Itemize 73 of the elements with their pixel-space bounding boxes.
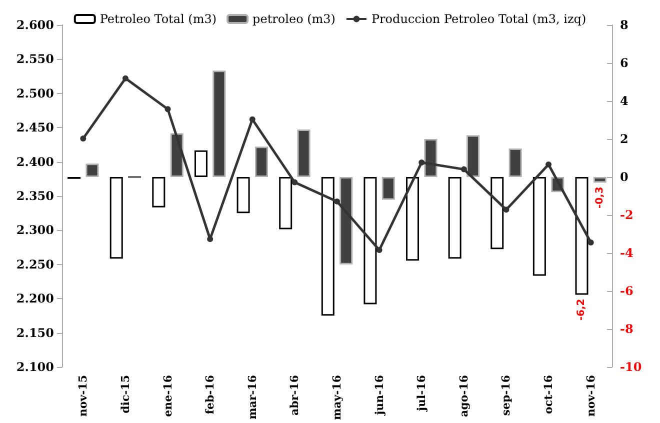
y2-tick-label: 8 bbox=[620, 18, 628, 32]
legend-label: petroleo (m3) bbox=[252, 12, 336, 26]
bar bbox=[152, 176, 166, 208]
y2-tick-label: 4 bbox=[620, 94, 628, 108]
point bbox=[207, 236, 214, 242]
y-tick-label: 2.150 bbox=[16, 326, 54, 340]
point bbox=[80, 136, 86, 142]
x-tick-label: abr-16 bbox=[288, 374, 302, 416]
y-tick-label: 2.600 bbox=[16, 18, 54, 32]
x-tick-label: nov-16 bbox=[584, 374, 598, 417]
y-tick-label: 2.450 bbox=[16, 120, 54, 135]
y-tick-label: 2.200 bbox=[16, 292, 54, 306]
point bbox=[164, 106, 171, 112]
bar bbox=[279, 176, 292, 230]
bar bbox=[575, 176, 588, 295]
x-tick-label: sep-16 bbox=[500, 374, 513, 416]
x-tick-label: may-16 bbox=[330, 374, 344, 420]
data-label: -0,3 bbox=[594, 186, 606, 209]
y-tick-label: 2.550 bbox=[16, 52, 54, 66]
bar bbox=[508, 148, 522, 177]
point bbox=[334, 198, 340, 204]
x-tick-label: ago-16 bbox=[457, 374, 470, 417]
x-tick-label: ene-16 bbox=[161, 374, 174, 417]
y-tick-label: 2.350 bbox=[16, 188, 54, 203]
point bbox=[546, 162, 552, 168]
bar bbox=[86, 164, 99, 177]
y-tick-label: 2.400 bbox=[16, 154, 54, 169]
y2-tick-label: -8 bbox=[620, 322, 634, 336]
bar bbox=[424, 138, 438, 177]
point bbox=[292, 179, 298, 186]
x-tick-label: nov-15 bbox=[76, 374, 90, 417]
legend-label: Petroleo Total (m3) bbox=[100, 12, 217, 26]
point bbox=[460, 166, 467, 172]
bar bbox=[110, 176, 123, 259]
point bbox=[418, 159, 425, 166]
bar bbox=[532, 176, 546, 276]
y2-tick-label: 0 bbox=[620, 170, 628, 184]
data-label: -6,2 bbox=[576, 298, 588, 321]
bar bbox=[466, 135, 480, 177]
y2-tick-label: -2 bbox=[620, 208, 634, 222]
bar bbox=[340, 176, 353, 264]
y-tick-label: 2.100 bbox=[16, 360, 54, 374]
bar bbox=[406, 176, 420, 261]
point bbox=[249, 116, 256, 122]
bar bbox=[212, 70, 226, 177]
bar bbox=[448, 176, 462, 259]
bar bbox=[321, 176, 334, 316]
x-tick-label: jun-16 bbox=[372, 374, 386, 416]
bar bbox=[254, 146, 268, 177]
bar bbox=[194, 150, 208, 177]
y2-tick-label: -10 bbox=[620, 360, 642, 374]
y-tick-label: 2.500 bbox=[16, 86, 54, 100]
bar bbox=[490, 176, 504, 250]
bar bbox=[297, 129, 310, 177]
point bbox=[503, 206, 510, 213]
bar bbox=[364, 176, 377, 304]
x-tick-label: dic-15 bbox=[118, 374, 132, 414]
x-tick-label: feb-16 bbox=[204, 374, 217, 414]
y-tick-label: 2.300 bbox=[16, 223, 54, 238]
y2-tick-label: 6 bbox=[620, 56, 628, 70]
point bbox=[122, 75, 128, 82]
y2-tick-label: -4 bbox=[620, 246, 634, 260]
x-tick-label: mar-16 bbox=[246, 374, 259, 420]
point bbox=[376, 247, 382, 254]
x-tick-label: oct-16 bbox=[542, 374, 556, 414]
x-tick-label: jul-16 bbox=[415, 374, 428, 412]
legend-label: Produccion Petroleo Total (m3, izq) bbox=[371, 12, 586, 26]
bar bbox=[236, 176, 250, 214]
y-tick-label: 2.250 bbox=[16, 257, 54, 272]
point bbox=[588, 239, 594, 246]
y2-tick-label: -6 bbox=[620, 284, 634, 298]
bar bbox=[382, 176, 395, 200]
y2-tick-label: 2 bbox=[620, 132, 628, 146]
